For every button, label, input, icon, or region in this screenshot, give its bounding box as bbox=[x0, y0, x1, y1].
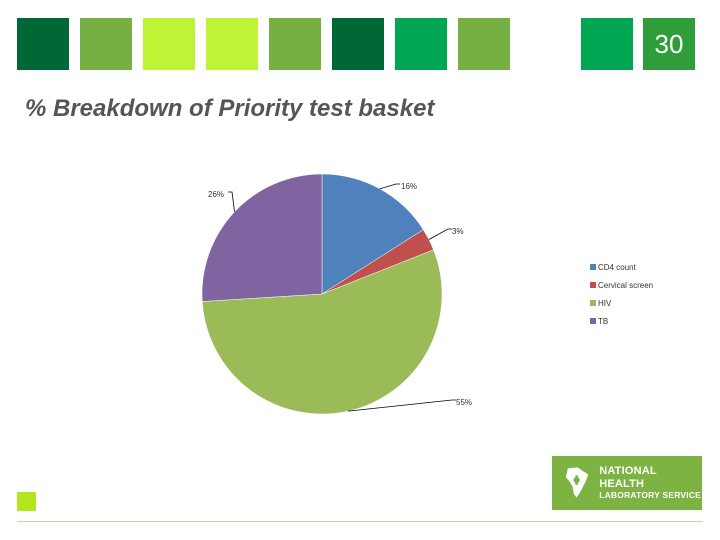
legend-label: HIV bbox=[598, 299, 612, 308]
legend-swatch bbox=[590, 264, 596, 270]
legend-label: Cervical screen bbox=[598, 281, 653, 290]
legend-swatch bbox=[590, 318, 596, 324]
header-tile bbox=[332, 18, 384, 70]
data-label: 16% bbox=[401, 182, 417, 191]
data-label: 26% bbox=[208, 190, 224, 199]
logo-line2: LABORATORY SERVICE bbox=[599, 489, 702, 500]
slide-title: % Breakdown of Priority test basket bbox=[25, 95, 435, 122]
header-tile bbox=[581, 18, 633, 70]
logo-line1: NATIONAL HEALTH bbox=[599, 465, 657, 491]
legend-swatch bbox=[590, 282, 596, 288]
footer-divider bbox=[17, 521, 703, 522]
header-tile bbox=[143, 18, 195, 70]
leader-line bbox=[348, 399, 456, 412]
pie-slice-cd4-count bbox=[321, 173, 424, 295]
header-tile bbox=[17, 18, 69, 70]
slide-number: 30 bbox=[643, 18, 695, 70]
header-tile bbox=[206, 18, 258, 70]
logo-text: NATIONAL HEALTH LABORATORY SERVICE bbox=[599, 465, 702, 500]
header-tile bbox=[458, 18, 510, 70]
header-tile bbox=[269, 18, 321, 70]
legend-label: CD4 count bbox=[598, 263, 637, 272]
legend-swatch bbox=[590, 300, 596, 306]
header-tile bbox=[80, 18, 132, 70]
nhls-africa-logo-icon bbox=[565, 467, 589, 498]
data-label: 3% bbox=[452, 227, 464, 236]
header-tile bbox=[395, 18, 447, 70]
leader-line bbox=[428, 228, 452, 240]
leader-line bbox=[228, 191, 235, 212]
corner-square bbox=[17, 492, 36, 511]
data-label: 55% bbox=[456, 398, 472, 407]
legend-label: TB bbox=[598, 317, 608, 326]
pie-slice-tb bbox=[201, 173, 323, 302]
nhls-logo: NATIONAL HEALTH LABORATORY SERVICE bbox=[552, 456, 702, 510]
leader-line bbox=[379, 183, 400, 190]
